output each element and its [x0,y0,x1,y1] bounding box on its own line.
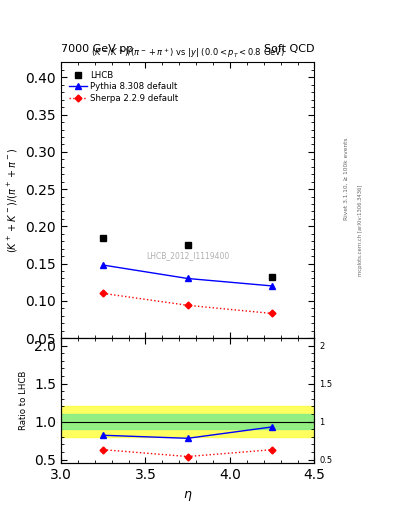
X-axis label: η: η [184,488,192,501]
Sherpa 2.2.9 default [185,302,190,308]
Line: Pythia 8.308 default: Pythia 8.308 default [100,262,275,289]
Y-axis label: $(K^+ + K^-)$/$(\pi^+ + \pi^-)$: $(K^+ + K^-)$/$(\pi^+ + \pi^-)$ [6,147,20,253]
Line: Sherpa 2.2.9 default: Sherpa 2.2.9 default [101,291,275,316]
Y-axis label: Ratio to LHCB: Ratio to LHCB [20,371,29,431]
LHCB [101,234,105,241]
Bar [61,414,314,429]
LHCB [185,242,190,248]
Pythia 8.308 default [270,283,274,289]
Pythia 8.308 default [185,275,190,282]
Text: LHCB_2012_I1119400: LHCB_2012_I1119400 [146,251,229,260]
LHCB [270,274,274,280]
Bar [61,407,314,437]
Sherpa 2.2.9 default [270,310,274,316]
Legend: LHCB, Pythia 8.308 default, Sherpa 2.2.9 default: LHCB, Pythia 8.308 default, Sherpa 2.2.9… [68,70,180,104]
Text: $(K^-/K^+)/(\pi^-+\pi^+)$ vs $|y|$ $(0.0 < p_T < 0.8\ \mathrm{GeV})$: $(K^-/K^+)/(\pi^-+\pi^+)$ vs $|y|$ $(0.0… [91,46,285,60]
Text: 7000 GeV pp: 7000 GeV pp [61,44,133,54]
Text: Soft QCD: Soft QCD [264,44,314,54]
Pythia 8.308 default [101,262,105,268]
Sherpa 2.2.9 default [101,290,105,296]
Line: LHCB: LHCB [100,234,275,280]
Text: Rivet 3.1.10, ≥ 100k events: Rivet 3.1.10, ≥ 100k events [344,138,349,221]
Text: mcplots.cern.ch [arXiv:1306.3436]: mcplots.cern.ch [arXiv:1306.3436] [358,185,363,276]
